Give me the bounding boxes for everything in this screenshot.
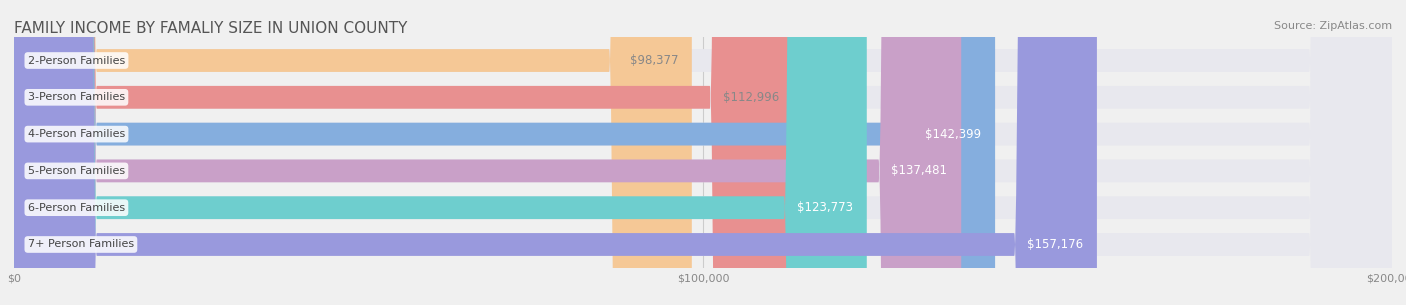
Text: $123,773: $123,773 — [797, 201, 853, 214]
Text: 4-Person Families: 4-Person Families — [28, 129, 125, 139]
Text: 2-Person Families: 2-Person Families — [28, 56, 125, 66]
FancyBboxPatch shape — [14, 0, 1392, 305]
Text: $142,399: $142,399 — [925, 127, 981, 141]
Text: 5-Person Families: 5-Person Families — [28, 166, 125, 176]
Text: Source: ZipAtlas.com: Source: ZipAtlas.com — [1274, 21, 1392, 31]
Text: 6-Person Families: 6-Person Families — [28, 203, 125, 213]
FancyBboxPatch shape — [14, 0, 1392, 305]
FancyBboxPatch shape — [14, 0, 866, 305]
FancyBboxPatch shape — [14, 0, 995, 305]
Text: $112,996: $112,996 — [723, 91, 779, 104]
Text: $137,481: $137,481 — [891, 164, 948, 178]
FancyBboxPatch shape — [14, 0, 962, 305]
FancyBboxPatch shape — [14, 0, 692, 305]
FancyBboxPatch shape — [14, 0, 1097, 305]
Text: $98,377: $98,377 — [630, 54, 678, 67]
FancyBboxPatch shape — [14, 0, 1392, 305]
FancyBboxPatch shape — [14, 0, 793, 305]
FancyBboxPatch shape — [14, 0, 1392, 305]
Text: 3-Person Families: 3-Person Families — [28, 92, 125, 102]
FancyBboxPatch shape — [14, 0, 1392, 305]
Text: 7+ Person Families: 7+ Person Families — [28, 239, 134, 249]
Text: $157,176: $157,176 — [1026, 238, 1083, 251]
FancyBboxPatch shape — [14, 0, 1392, 305]
Text: FAMILY INCOME BY FAMALIY SIZE IN UNION COUNTY: FAMILY INCOME BY FAMALIY SIZE IN UNION C… — [14, 21, 408, 36]
